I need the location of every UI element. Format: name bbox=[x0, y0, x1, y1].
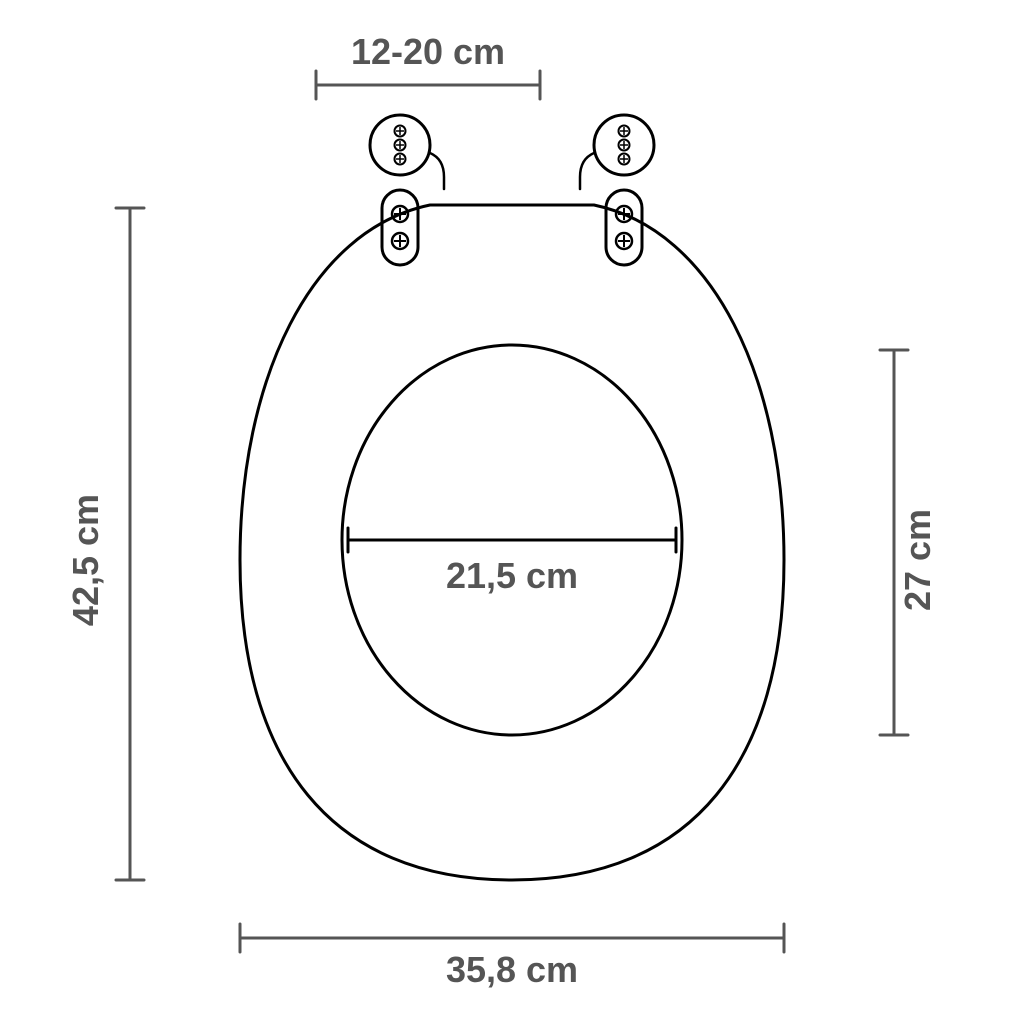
inner-width-dim-line bbox=[348, 528, 676, 552]
hinge-left bbox=[370, 115, 444, 265]
dim-inner-width-label: 21,5 cm bbox=[446, 555, 578, 596]
dim-width-bottom-label: 35,8 cm bbox=[446, 949, 578, 990]
dim-hinge-spacing bbox=[316, 71, 540, 99]
dim-inner-height-right-label: 27 cm bbox=[897, 509, 938, 611]
hinge-right bbox=[580, 115, 654, 265]
seat-outer-outline bbox=[240, 205, 784, 880]
dimension-diagram: 12-20 cm 42,5 cm 27 cm 21,5 cm 35,8 cm bbox=[0, 0, 1024, 1024]
dim-hinge-spacing-label: 12-20 cm bbox=[351, 31, 505, 72]
dim-width-bottom bbox=[240, 924, 784, 952]
dim-height-left bbox=[116, 208, 144, 880]
dim-height-left-label: 42,5 cm bbox=[65, 494, 106, 626]
